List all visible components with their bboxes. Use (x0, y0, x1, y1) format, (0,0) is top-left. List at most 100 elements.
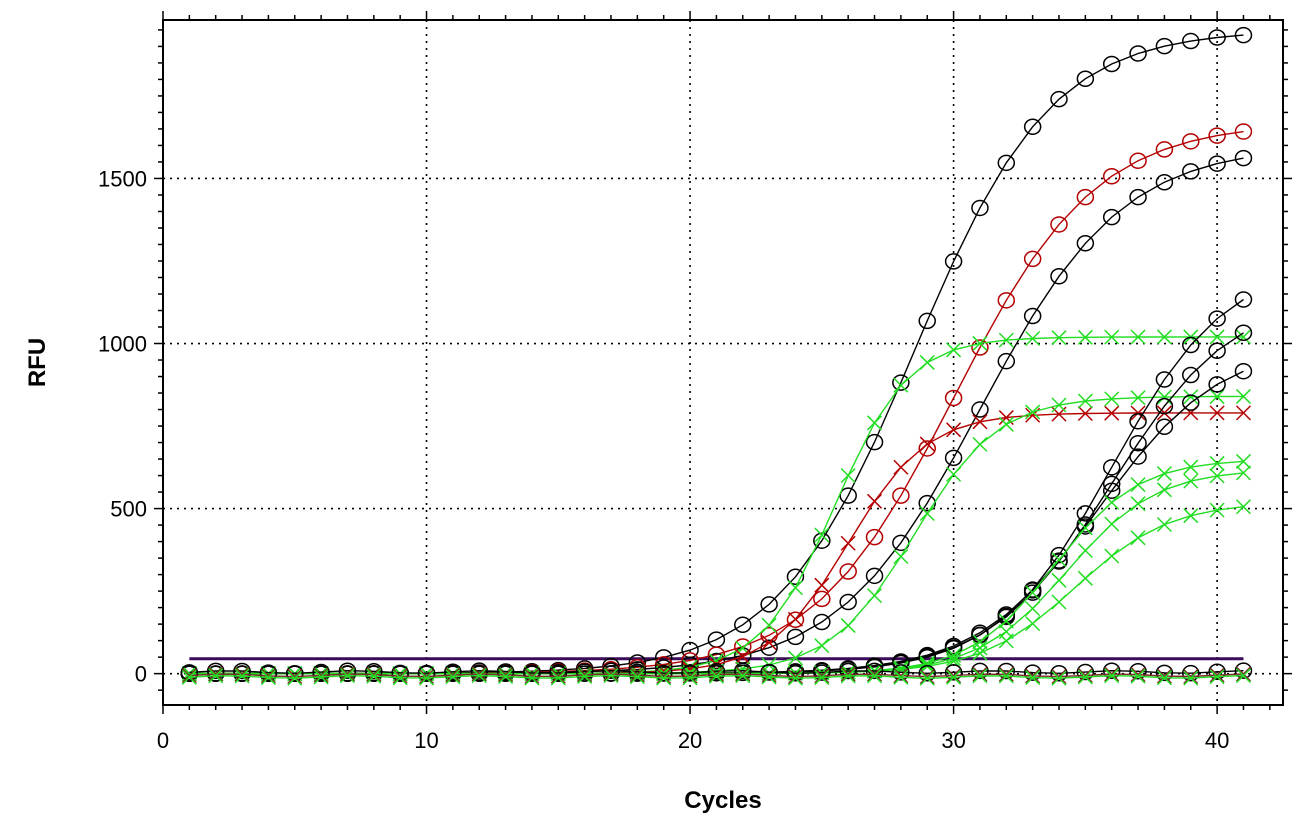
data-point (1208, 376, 1226, 393)
data-point (813, 590, 831, 608)
data-point (893, 548, 909, 565)
data-point (1051, 572, 1067, 588)
data-point (1077, 329, 1093, 345)
data-point (1156, 389, 1172, 405)
data-point (471, 666, 487, 682)
data-point (628, 663, 647, 681)
data-point (839, 487, 857, 504)
data-point (1104, 405, 1120, 421)
data-point (707, 652, 726, 670)
data-point (813, 664, 831, 681)
data-point (919, 505, 935, 522)
data-point (260, 668, 276, 684)
data-point (918, 494, 936, 512)
data-point (971, 662, 989, 680)
data-point (972, 666, 988, 682)
data-point (866, 493, 883, 509)
data-point (735, 666, 751, 682)
data-point (892, 374, 910, 391)
data-point (391, 664, 409, 682)
data-point (1051, 670, 1067, 686)
data-point (1023, 250, 1042, 268)
data-point (944, 664, 963, 681)
data-point (1129, 448, 1147, 465)
data-point (997, 352, 1016, 370)
data-point (418, 670, 435, 686)
data-point (760, 663, 778, 681)
data-point (549, 664, 568, 682)
data-point (865, 528, 884, 546)
y-tick-label: 0 (135, 662, 147, 687)
data-point (787, 611, 804, 627)
data-point (1129, 663, 1147, 680)
y-tick-label: 1000 (98, 332, 147, 357)
data-point (1102, 459, 1121, 476)
data-point (1051, 669, 1067, 685)
data-point (972, 436, 988, 452)
data-point (286, 665, 304, 682)
data-point (735, 668, 751, 684)
data-point (1077, 570, 1093, 586)
data-point (839, 593, 857, 611)
data-point (418, 668, 435, 685)
data-point (181, 668, 197, 684)
data-point (1077, 520, 1093, 536)
data-point (972, 634, 988, 650)
series-negative-03 (181, 668, 1252, 686)
data-point (734, 638, 752, 655)
data-point (365, 663, 383, 680)
data-point (1234, 123, 1253, 140)
data-point (1050, 216, 1068, 233)
data-point (444, 663, 462, 681)
data-point (1076, 70, 1095, 87)
data-point (1182, 336, 1200, 354)
data-point (1104, 516, 1120, 532)
data-point (893, 668, 909, 684)
series-line (189, 130, 1244, 675)
data-point (814, 527, 830, 543)
data-point (1025, 585, 1041, 601)
data-point (1208, 310, 1226, 327)
data-point (919, 669, 935, 685)
data-point (1076, 505, 1095, 522)
data-point (417, 664, 436, 682)
data-point (602, 662, 620, 679)
data-point (1050, 552, 1068, 569)
data-point (1183, 473, 1199, 489)
data-point (972, 414, 988, 430)
series-negative-01 (180, 662, 1253, 682)
data-point (1129, 188, 1147, 206)
data-point (839, 563, 857, 580)
data-point (1182, 664, 1200, 682)
data-point (786, 628, 805, 646)
data-point (786, 611, 805, 628)
x-tick-label: 20 (678, 728, 702, 753)
data-point (1025, 616, 1041, 632)
data-point (1235, 668, 1252, 684)
data-point (603, 668, 619, 684)
data-point (1050, 90, 1068, 108)
series-negative-02 (181, 666, 1252, 685)
data-point (1051, 330, 1067, 346)
data-point (445, 667, 461, 683)
data-point (1156, 466, 1172, 482)
data-point (1129, 412, 1147, 430)
series-line (189, 370, 1244, 675)
data-point (1129, 45, 1147, 62)
data-point (523, 664, 541, 682)
data-point (234, 666, 250, 682)
data-point (1209, 455, 1225, 471)
data-point (865, 567, 884, 585)
data-point (944, 449, 963, 467)
data-point (1182, 394, 1200, 411)
data-point (1155, 664, 1174, 682)
data-point (603, 666, 619, 682)
series-line (189, 669, 1244, 675)
data-point (971, 199, 989, 217)
data-point (180, 664, 199, 681)
data-point (1182, 32, 1200, 50)
data-point (656, 670, 672, 686)
data-point (682, 670, 698, 686)
data-point (839, 662, 857, 680)
series-group (180, 26, 1253, 686)
